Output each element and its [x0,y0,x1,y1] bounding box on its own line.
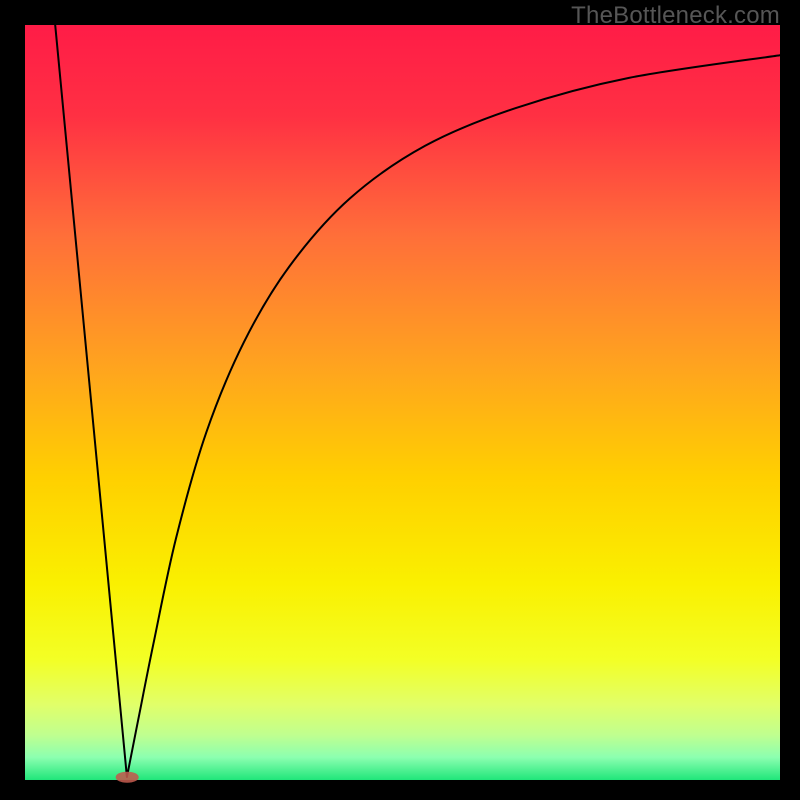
figure-root: TheBottleneck.com [0,0,800,800]
minimum-marker [116,772,139,783]
plot-area [25,25,780,780]
bottleneck-curve [25,25,780,780]
watermark-text: TheBottleneck.com [571,2,780,30]
curve-path [55,25,780,777]
